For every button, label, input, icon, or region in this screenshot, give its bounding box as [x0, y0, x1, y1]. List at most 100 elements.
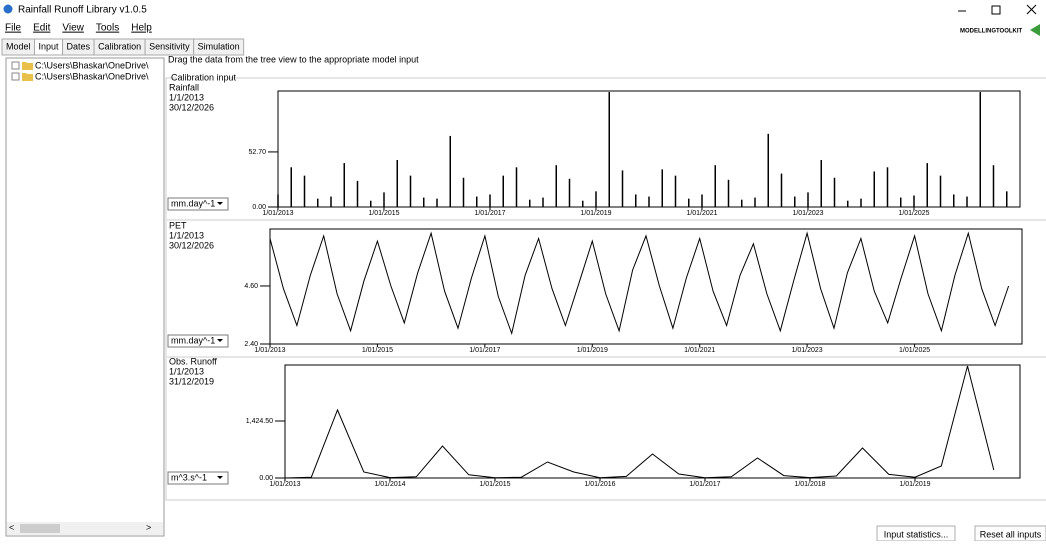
start-date: 1/1/2013: [169, 92, 204, 102]
x-tick-label: 1/01/2014: [374, 481, 405, 488]
menu-item[interactable]: View: [62, 23, 84, 34]
series-line: [269, 231, 1010, 336]
rain-spike: [727, 179, 730, 207]
tab-label[interactable]: Calibration: [98, 41, 141, 51]
expander[interactable]: [11, 72, 20, 81]
start-date: 1/1/2013: [169, 366, 204, 376]
rain-spike: [847, 200, 849, 207]
rain-spike: [409, 175, 412, 207]
rain-spike: [555, 165, 557, 207]
app-icon: [3, 4, 13, 14]
rain-spike: [529, 199, 531, 207]
folder-icon[interactable]: [22, 62, 33, 70]
tab-label[interactable]: Dates: [67, 41, 91, 51]
rain-spike: [900, 197, 902, 207]
tab[interactable]: Sensitivity: [144, 38, 195, 56]
unit-dropdown[interactable]: [167, 471, 229, 485]
tab-label[interactable]: Sensitivity: [149, 41, 190, 51]
rain-spike: [396, 159, 398, 207]
tab[interactable]: Calibration: [93, 38, 146, 56]
dropdown-arrow[interactable]: [217, 202, 223, 205]
rain-spike: [635, 194, 637, 207]
logo: MODELLINGTOOLKIT: [960, 29, 1023, 35]
x-tick-label: 1/01/2019: [899, 481, 930, 488]
menu-item[interactable]: Tools: [96, 23, 119, 34]
y-tick-label: 0.00: [252, 204, 266, 211]
logo-mark: [1030, 24, 1040, 36]
tree-view: C:\Users\Bhaskar\OneDrive\C:\Users\Bhask…: [11, 60, 149, 81]
rain-spike: [370, 200, 372, 207]
rain-spike: [568, 178, 571, 207]
rain-spike: [913, 195, 915, 207]
tab[interactable]: Model: [1, 38, 36, 56]
unit-value[interactable]: mm.day^-1: [171, 335, 215, 345]
unit-value[interactable]: mm.day^-1: [171, 198, 215, 208]
end-date: 30/12/2026: [169, 102, 214, 112]
rain-spike: [489, 194, 491, 207]
rain-spike: [860, 198, 862, 207]
x-tick-label: 1/01/2021: [684, 347, 715, 354]
group-label: Calibration input: [171, 72, 237, 82]
tab[interactable]: Dates: [62, 38, 95, 56]
x-tick-label: 1/01/2023: [792, 347, 823, 354]
menu-item[interactable]: Help: [131, 23, 152, 34]
plot-frame: [284, 364, 1021, 479]
x-tick-label: 1/01/2017: [469, 347, 500, 354]
x-tick-label: 1/01/2019: [577, 347, 608, 354]
rain-spike: [966, 196, 968, 207]
rain-spike: [741, 199, 743, 207]
unit-dropdown[interactable]: [167, 197, 229, 211]
rain-spike: [992, 165, 995, 207]
rain-spike: [303, 175, 306, 207]
rain-spike: [767, 133, 769, 207]
tab[interactable]: Input: [34, 38, 64, 56]
series-name: Rainfall: [169, 82, 199, 92]
scroll-left[interactable]: <: [9, 522, 14, 532]
restore[interactable]: [991, 5, 1001, 15]
close[interactable]: [1026, 4, 1037, 15]
rain-spike: [886, 167, 889, 207]
menu-item[interactable]: File: [5, 23, 22, 34]
scroll-right[interactable]: >: [146, 522, 151, 532]
window-title: Rainfall Runoff Library v1.0.5: [18, 5, 147, 16]
rain-spike: [476, 196, 478, 207]
x-tick-label: 1/01/2017: [689, 481, 720, 488]
tree-item[interactable]: C:\Users\Bhaskar\OneDrive\: [35, 71, 149, 81]
tab-label[interactable]: Model: [6, 41, 31, 51]
rain-spike: [674, 175, 677, 207]
tab[interactable]: Simulation: [193, 38, 245, 56]
rain-spike: [820, 159, 822, 207]
rain-spike: [939, 175, 942, 207]
rain-spike: [754, 197, 756, 207]
rain-spike: [582, 200, 584, 207]
button-label[interactable]: Input statistics...: [884, 529, 949, 539]
instruction: Drag the data from the tree view to the …: [168, 54, 419, 64]
rain-spike: [449, 135, 451, 207]
menu-item[interactable]: Edit: [33, 23, 50, 34]
rain-spike: [648, 196, 650, 207]
tree-item[interactable]: C:\Users\Bhaskar\OneDrive\: [35, 60, 149, 70]
unit-dropdown[interactable]: [167, 334, 229, 348]
tab-bg[interactable]: [193, 38, 245, 56]
unit-value[interactable]: m^3.s^-1: [171, 472, 207, 482]
tab-label[interactable]: Input: [39, 41, 60, 51]
series-name: PET: [169, 220, 187, 230]
rain-spike: [423, 197, 425, 207]
rain-spike: [953, 194, 955, 207]
tree-panel: [5, 57, 165, 537]
series-line: [284, 365, 995, 479]
scroll-thumb[interactable]: [20, 524, 60, 533]
dropdown-arrow[interactable]: [217, 476, 223, 479]
dropdown-arrow[interactable]: [217, 339, 223, 342]
folder-icon[interactable]: [22, 73, 33, 81]
tab-label[interactable]: Simulation: [198, 41, 240, 51]
rain-spike: [873, 171, 875, 207]
rain-spike: [926, 163, 928, 207]
expander[interactable]: [11, 61, 20, 70]
button-label[interactable]: Reset all inputs: [980, 529, 1042, 539]
window-controls[interactable]: [958, 4, 1037, 15]
rain-spike: [343, 163, 345, 207]
